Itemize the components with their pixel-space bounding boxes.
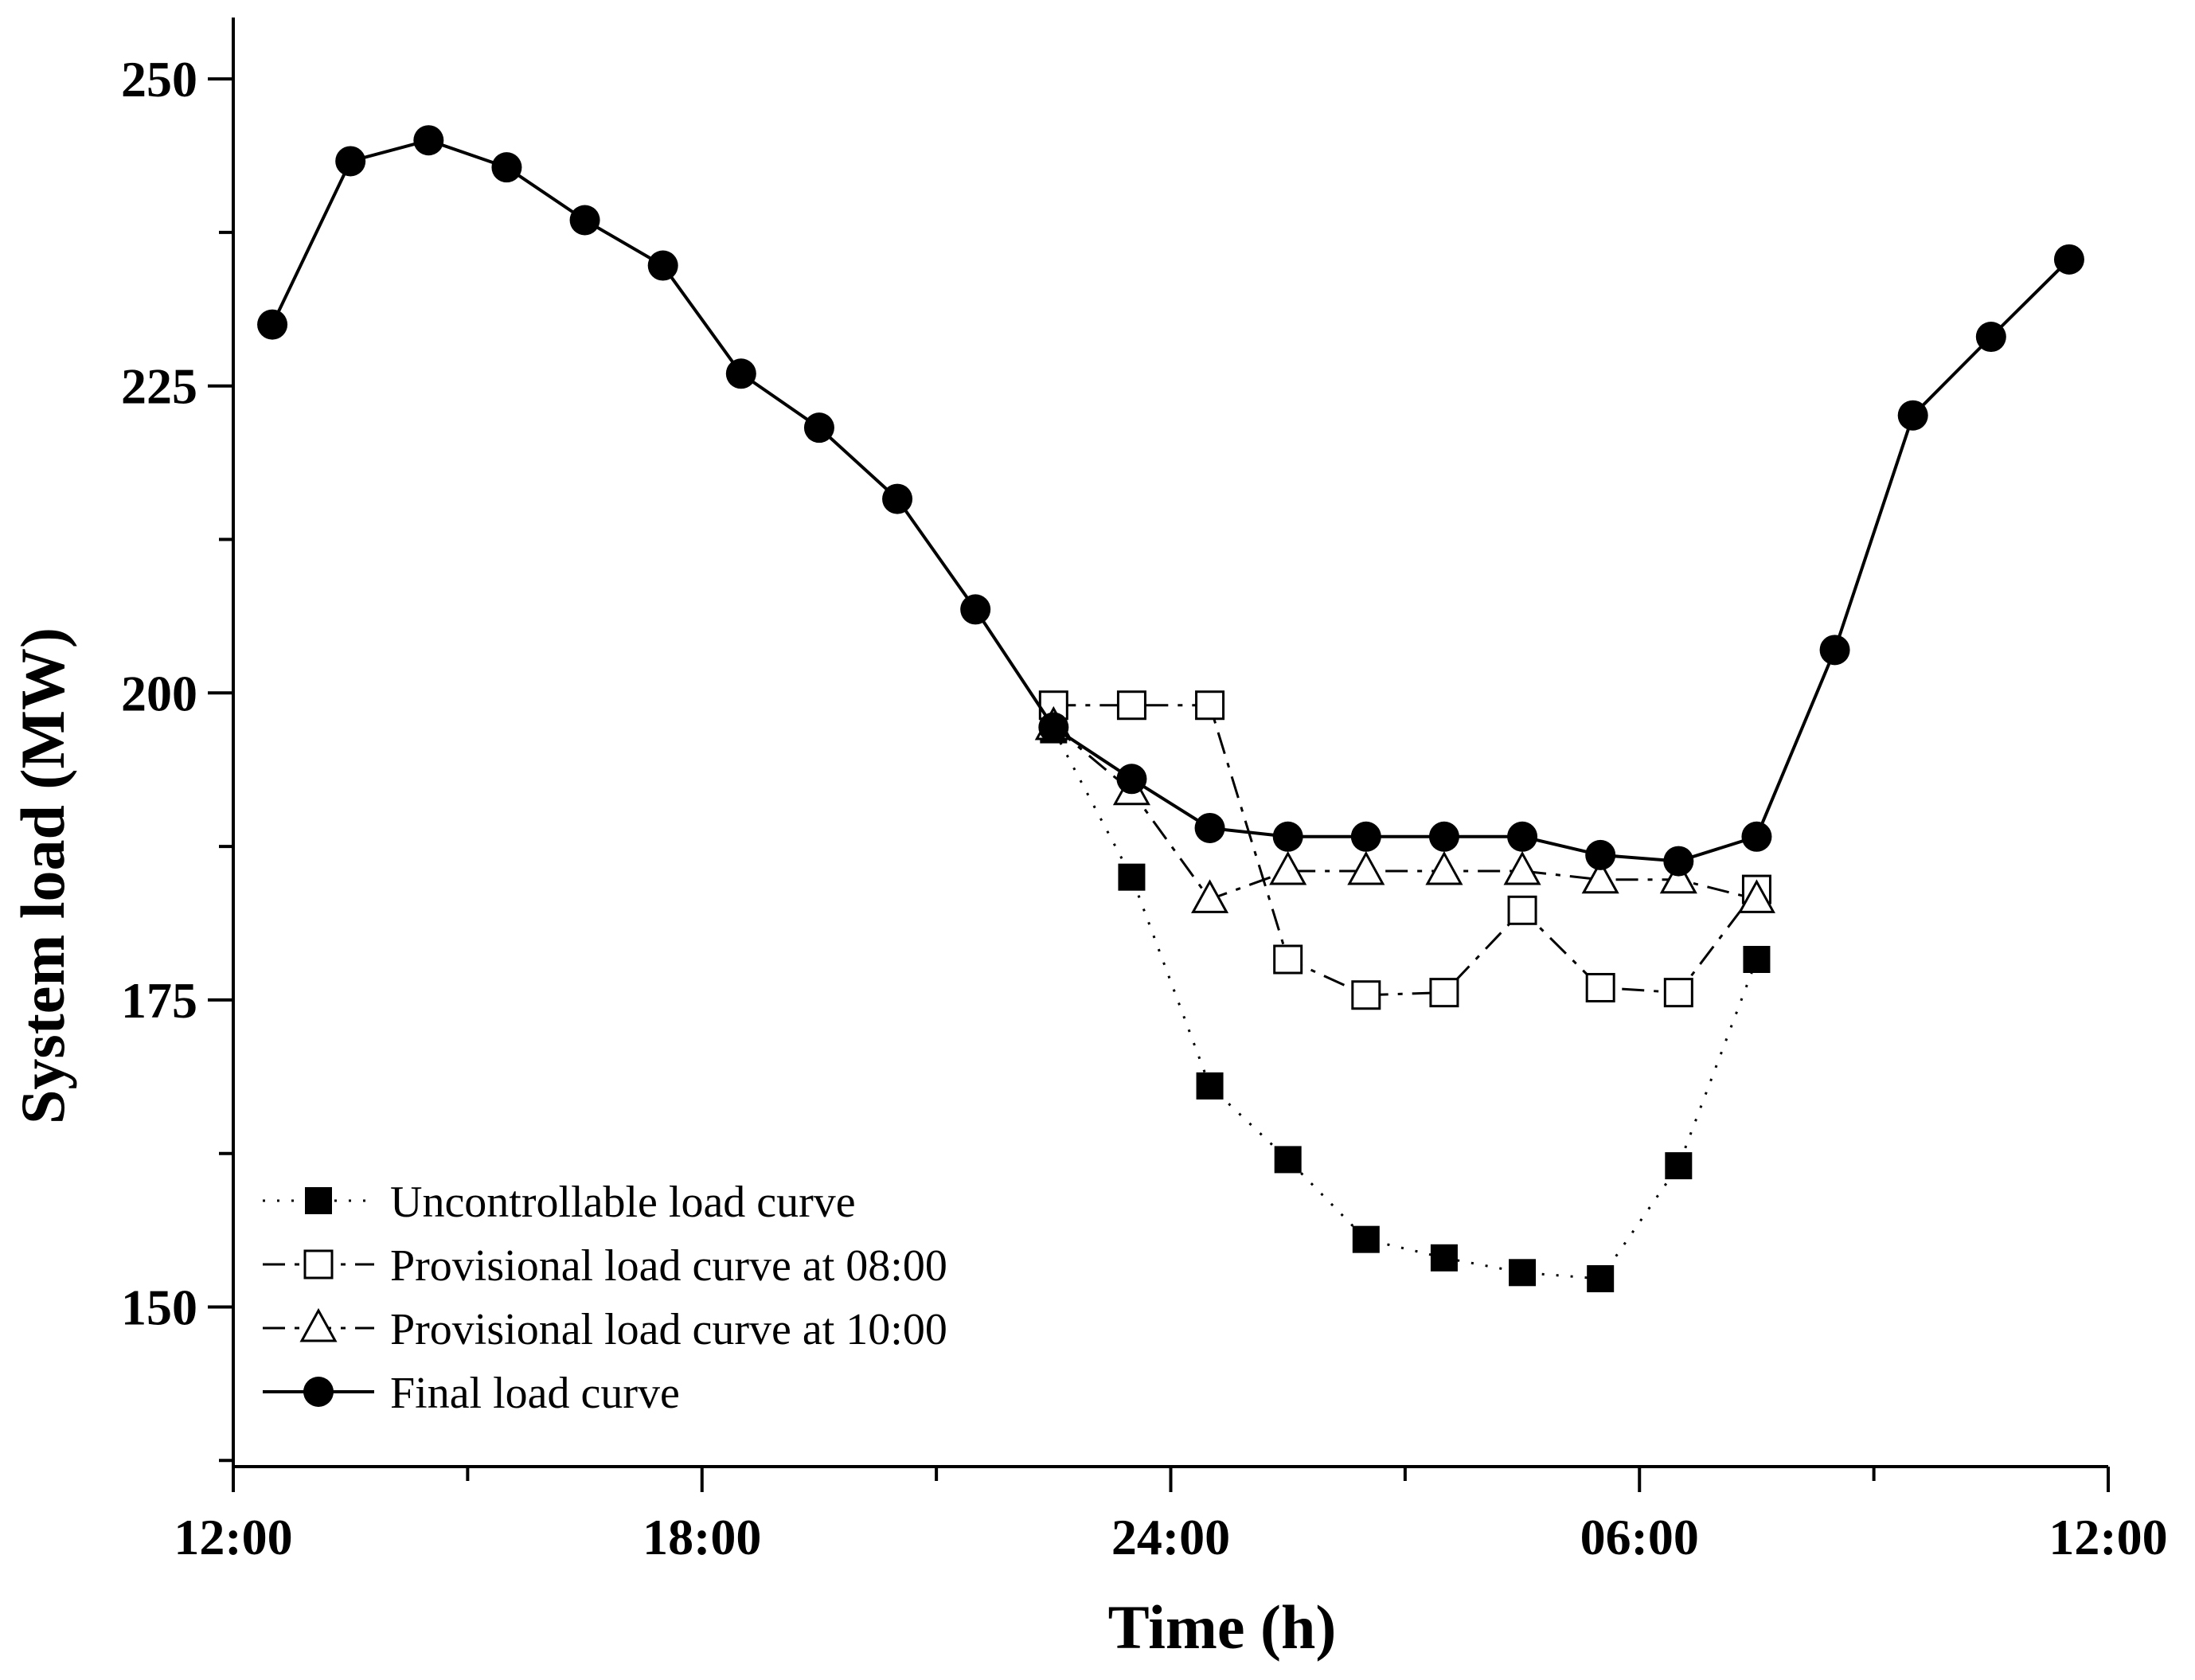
data-point [1743,946,1771,973]
legend-marker [303,1377,334,1407]
series-line [1052,729,1758,1280]
legend-label: Provisional load curve at 08:00 [390,1241,947,1291]
x-axis-ticks: 12:00 18:00 24:00 06:00 12:00 [174,1467,2168,1565]
legend-label: Uncontrollable load curve [390,1178,856,1227]
data-point [1429,978,1459,1008]
legend-marker [303,1249,334,1280]
y-tick-label: 175 [121,972,197,1029]
data-point [1191,879,1229,913]
legend-item: Provisional load curve at 10:00 [263,1305,947,1354]
series-3 [1034,705,1775,913]
x-tick-label: 18:00 [642,1509,761,1565]
data-point [1428,821,1459,852]
data-point [960,594,991,625]
x-axis-title: Time (h) [1108,1592,1337,1662]
legend-item: Final load curve [263,1369,680,1418]
series-line [1053,704,1758,997]
data-point [1659,859,1697,894]
data-point [1430,1244,1458,1272]
data-point [1274,1146,1302,1174]
data-point [1272,821,1303,852]
data-point [257,309,288,340]
data-point [1737,879,1775,913]
data-point [1581,859,1619,894]
data-point [1194,812,1225,843]
data-point [413,125,444,156]
data-point [1507,821,1538,852]
x-tick-label: 24:00 [1111,1509,1230,1565]
data-point [1347,850,1385,885]
data-point [647,250,678,281]
data-point [1509,1259,1537,1287]
data-point [1116,690,1146,721]
legend-label: Provisional load curve at 10:00 [390,1305,947,1354]
data-point [1269,850,1307,885]
data-point [1038,712,1069,743]
data-point [1587,1265,1615,1293]
data-point [1975,322,2006,353]
data-point [725,358,756,389]
series-layer [257,125,2084,1293]
data-point [803,412,834,443]
data-point [2053,244,2084,275]
data-point [569,205,600,236]
data-point [1585,972,1615,1002]
series-line [271,139,2071,863]
legend-marker [299,1307,338,1342]
data-point [882,483,913,514]
legend: Uncontrollable load curve Provisional loa… [263,1178,947,1418]
series-4 [257,125,2084,877]
data-point [1503,850,1541,885]
data-point [335,146,366,177]
y-tick-label: 200 [121,665,197,721]
y-tick-label: 150 [121,1279,197,1335]
data-point [1665,1152,1693,1180]
legend-label: Final load curve [390,1369,680,1418]
data-point [1350,821,1381,852]
series-1 [1040,716,1771,1293]
series-line [1053,725,1757,901]
x-tick-label: 12:00 [2049,1509,2167,1565]
data-point [1663,846,1694,877]
data-point [1118,863,1146,891]
data-point [1663,978,1693,1008]
data-point [1116,764,1147,795]
data-point [1273,944,1303,975]
data-point [491,152,522,183]
y-tick-label: 225 [121,358,197,415]
data-point [1195,690,1225,721]
y-tick-label: 250 [121,51,197,107]
legend-item: Provisional load curve at 08:00 [263,1241,947,1291]
data-point [1351,980,1381,1010]
data-point [1507,895,1537,925]
data-point [1585,839,1616,870]
series-2 [1038,690,1771,1010]
data-point [1352,1225,1380,1253]
legend-marker [305,1187,332,1214]
y-axis-ticks: 150 175 200 225 250 [121,51,233,1463]
x-tick-label: 06:00 [1580,1509,1699,1565]
y-axis-title: System load (MW) [8,627,77,1124]
data-point [1819,635,1850,666]
data-point [1897,400,1928,431]
data-point [1196,1072,1224,1100]
data-point [1741,821,1772,852]
x-tick-label: 12:00 [174,1509,292,1565]
legend-item: Uncontrollable load curve [263,1178,856,1227]
data-point [1425,850,1463,885]
